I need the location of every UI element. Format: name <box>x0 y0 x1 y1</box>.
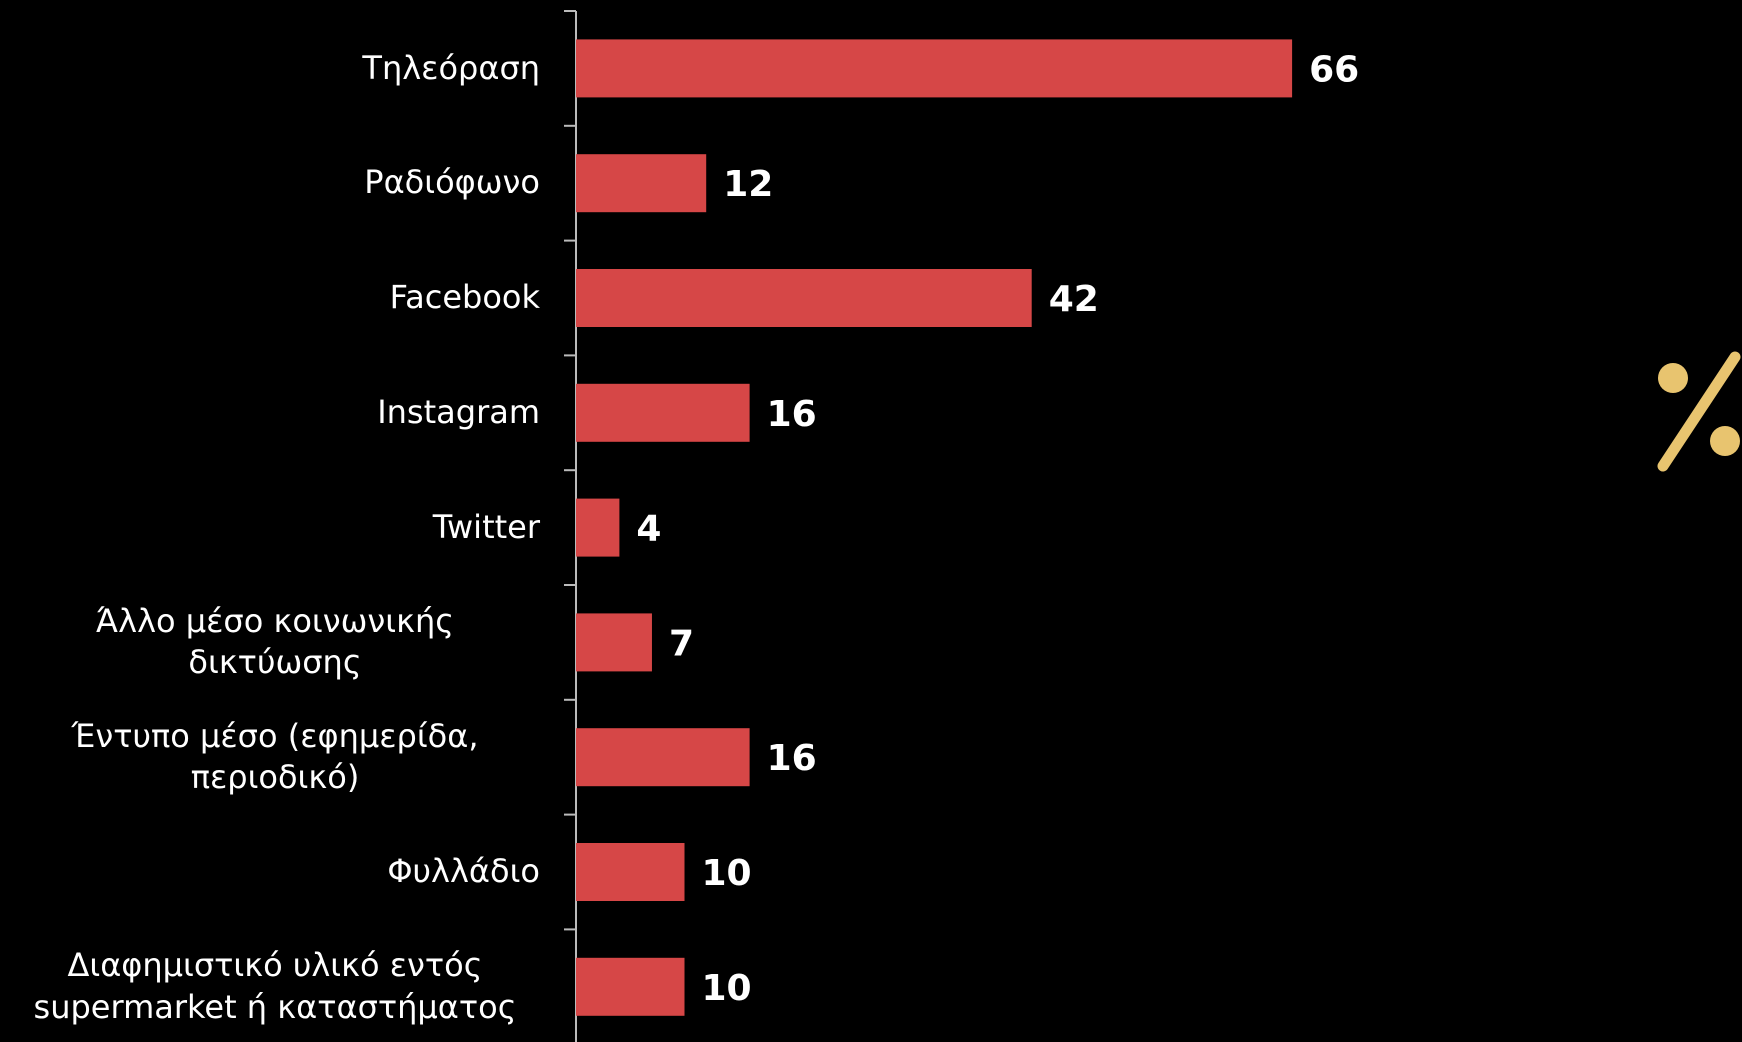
value-label: 10 <box>702 853 752 894</box>
category-label: Διαφημιστικό υλικό εντός supermarket ή κ… <box>33 946 517 1026</box>
value-label: 66 <box>1309 49 1359 90</box>
category-label: Ραδιόφωνο <box>364 163 540 202</box>
category-label-box: Facebook <box>390 241 540 355</box>
category-label-box: Έντυπο μέσο (εφημερίδα, περιοδικό) <box>10 700 540 814</box>
category-label-box: Τηλεόραση <box>362 11 540 125</box>
percent-icon <box>1657 351 1741 472</box>
category-label: Instagram <box>377 393 540 431</box>
bar <box>576 498 620 557</box>
value-label: 16 <box>767 394 817 435</box>
category-label: Φυλλάδιο <box>387 852 540 891</box>
bar <box>576 269 1032 327</box>
bar <box>576 957 685 1016</box>
category-label-box: Ραδιόφωνο <box>364 126 540 240</box>
value-label: 7 <box>669 623 694 664</box>
value-label: 4 <box>636 509 661 550</box>
bar <box>576 154 707 213</box>
value-label: 16 <box>767 738 817 779</box>
category-label-box: Twitter <box>433 471 540 585</box>
bar <box>576 613 652 672</box>
bar <box>576 39 1293 98</box>
category-label: Facebook <box>389 278 540 317</box>
category-label: Άλλο μέσο κοινωνικής δικτύωσης <box>95 601 455 682</box>
category-label: Τηλεόραση <box>362 48 540 87</box>
category-label-box: Φυλλάδιο <box>387 815 540 929</box>
bar <box>576 383 750 442</box>
category-label-box: Άλλο μέσο κοινωνικής δικτύωσης <box>10 585 540 699</box>
category-label-box: Instagram <box>377 356 540 470</box>
value-label: 12 <box>723 164 773 205</box>
category-label-box: Διαφημιστικό υλικό εντός supermarket ή κ… <box>10 930 540 1042</box>
value-label: 10 <box>702 968 752 1009</box>
category-label: Έντυπο μέσο (εφημερίδα, περιοδικό) <box>71 716 479 797</box>
bar <box>576 728 750 787</box>
value-label: 42 <box>1049 279 1099 320</box>
bar <box>576 843 685 901</box>
category-label: Twitter <box>432 507 540 546</box>
